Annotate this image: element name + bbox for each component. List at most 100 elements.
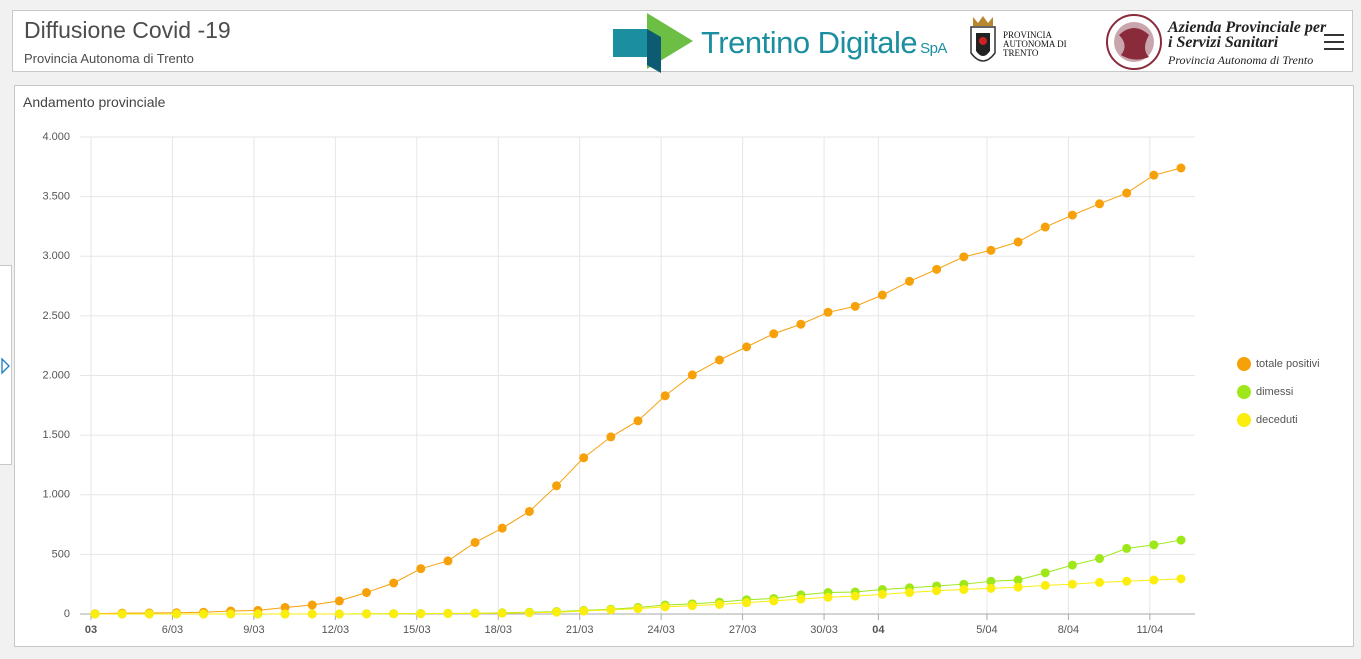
data-point: [660, 602, 670, 612]
data-point: [1149, 170, 1159, 180]
data-point: [823, 592, 833, 602]
series-line: [94, 167, 1182, 615]
data-point: [1176, 163, 1186, 173]
data-point: [334, 596, 344, 606]
data-point: [633, 416, 643, 426]
data-point: [877, 290, 887, 300]
header: Diffusione Covid -19 Provincia Autonoma …: [12, 10, 1353, 73]
data-point: [1067, 579, 1077, 589]
y-tick-label: 500: [52, 548, 70, 560]
data-point: [443, 609, 453, 619]
data-point: [307, 600, 317, 610]
data-point: [144, 609, 154, 619]
data-point: [606, 432, 616, 442]
trentino-spa: SpA: [920, 40, 947, 57]
y-tick-label: 2.500: [42, 310, 70, 322]
data-point: [986, 245, 996, 255]
x-tick-label: 6/03: [162, 624, 183, 636]
data-point: [986, 576, 996, 586]
data-point: [742, 342, 752, 352]
azienda-logo-icon: [1106, 14, 1162, 70]
data-point: [470, 537, 480, 547]
data-point: [1176, 535, 1186, 545]
y-tick-label: 2.000: [42, 369, 70, 381]
data-point: [1067, 560, 1077, 570]
y-tick-label: 4.000: [42, 131, 70, 143]
legend-label: deceduti: [1256, 414, 1298, 426]
data-point: [1122, 543, 1132, 553]
data-point: [986, 583, 996, 593]
data-point: [1095, 554, 1105, 564]
data-point: [1040, 580, 1050, 590]
data-point: [524, 506, 534, 516]
x-tick-label: 12/03: [322, 624, 350, 636]
legend-swatch: [1237, 357, 1251, 371]
trentino-logo-text: Trentino Digitale SpA: [701, 25, 947, 61]
data-point: [280, 602, 290, 612]
data-point: [1095, 577, 1105, 587]
y-tick-label: 0: [64, 608, 70, 620]
data-point: [1040, 568, 1050, 578]
x-tick-label: 04: [872, 624, 885, 636]
legend-swatch: [1237, 385, 1251, 399]
app-subtitle: Provincia Autonoma di Trento: [24, 51, 194, 66]
data-point: [552, 481, 562, 491]
chart-panel: Andamento provinciale: [14, 85, 1354, 647]
toggle-arrow: [1, 357, 10, 375]
provincia-logo-text: PROVINCIA AUTONOMA DI TRENTO: [1003, 30, 1067, 58]
legend-label: dimessi: [1256, 386, 1293, 398]
x-tick-label: 30/03: [810, 624, 838, 636]
data-point: [905, 588, 914, 598]
data-point: [633, 604, 643, 614]
azienda-logo-text: Azienda Provinciale per i Servizi Sanita…: [1168, 19, 1327, 51]
data-point: [579, 453, 589, 463]
data-point: [389, 609, 399, 619]
data-point: [850, 591, 860, 601]
data-point: [850, 301, 860, 311]
data-point: [1095, 199, 1105, 209]
data-point: [497, 608, 507, 618]
data-point: [497, 523, 507, 533]
data-point: [932, 264, 942, 274]
trentino-name: Trentino Digitale: [701, 25, 918, 60]
data-point: [687, 370, 697, 380]
data-point: [1149, 575, 1159, 585]
side-panel-toggle[interactable]: [0, 265, 12, 465]
x-tick-label: 15/03: [403, 624, 431, 636]
data-point: [796, 319, 806, 329]
data-point: [1176, 574, 1186, 584]
data-point: [416, 564, 426, 574]
data-point: [199, 609, 209, 619]
data-point: [877, 589, 887, 599]
data-point: [1013, 575, 1023, 585]
x-tick-label: 8/04: [1058, 624, 1079, 636]
data-point: [714, 599, 724, 609]
azienda-logo-subtext: Provincia Autonoma di Trento: [1168, 53, 1314, 67]
data-point: [389, 578, 399, 588]
trentino-logo-icon: [613, 13, 693, 73]
data-point: [959, 252, 969, 262]
data-point: [823, 307, 833, 317]
data-point: [1040, 222, 1050, 232]
chart-title: Andamento provinciale: [23, 94, 166, 110]
data-point: [1067, 210, 1077, 220]
data-point: [1149, 540, 1159, 550]
data-point: [1013, 237, 1023, 247]
x-tick-label: 24/03: [647, 624, 675, 636]
data-point: [280, 609, 290, 619]
x-tick-label: 03: [85, 624, 97, 636]
app-title: Diffusione Covid -19: [24, 17, 231, 43]
x-tick-label: 27/03: [729, 624, 757, 636]
data-point: [1122, 188, 1132, 198]
x-tick-label: 5/04: [976, 624, 997, 636]
data-point: [334, 609, 344, 619]
menu-button[interactable]: [1324, 33, 1344, 51]
data-point: [742, 598, 752, 608]
data-point: [687, 601, 697, 611]
data-point: [552, 607, 562, 617]
x-tick-label: 18/03: [484, 624, 512, 636]
legend-swatch: [1237, 413, 1251, 427]
y-tick-label: 3.000: [42, 250, 70, 262]
